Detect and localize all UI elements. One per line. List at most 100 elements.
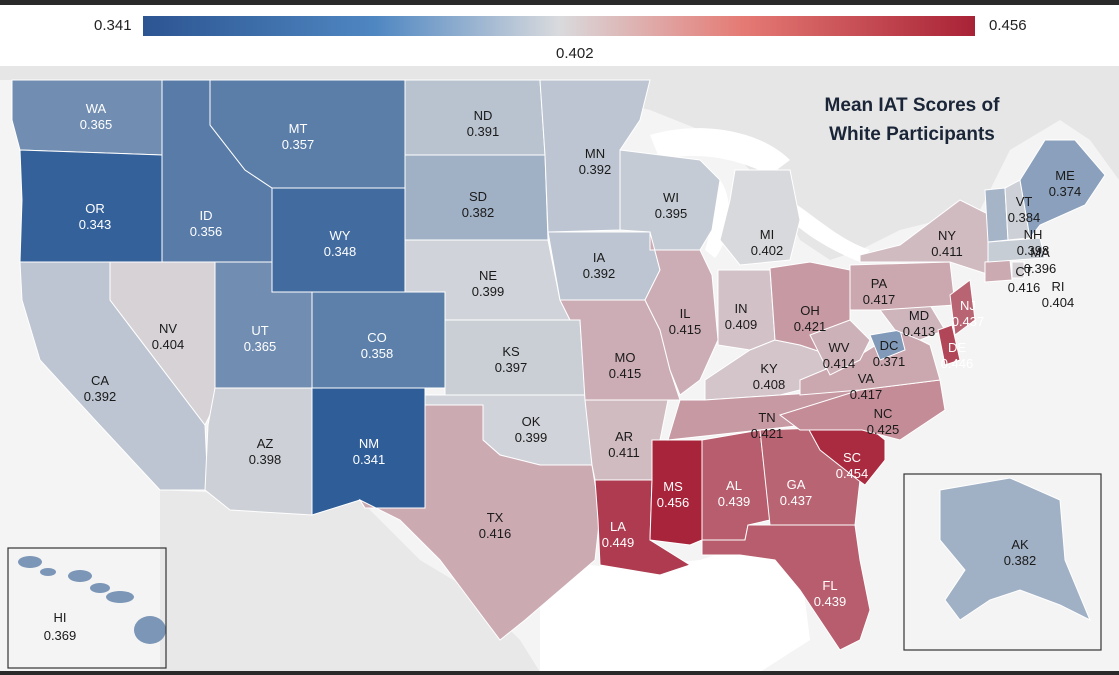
state-shape-WV [809, 319, 871, 376]
state-shape-MI [719, 169, 801, 266]
state-label-MI: MI [760, 227, 774, 242]
top-border [0, 0, 1119, 5]
state-label-SD: SD [469, 189, 487, 204]
lake-huron-erie [785, 200, 870, 262]
state-value-CO: 0.358 [361, 346, 394, 361]
state-shape-HI-island-2 [68, 570, 92, 582]
state-value-NM: 0.341 [353, 452, 386, 467]
state-label-MO: MO [615, 350, 636, 365]
state-value-HI: 0.369 [44, 628, 77, 643]
alaska-inset-frame [903, 473, 1102, 651]
state-label-NM: NM [359, 436, 379, 451]
state-label-MA: MA [1030, 245, 1050, 260]
state-label-CO: CO [367, 330, 387, 345]
state-value-IA: 0.392 [583, 266, 616, 281]
state-label-NV: NV [159, 321, 177, 336]
state-value-MS: 0.456 [657, 495, 690, 510]
bottom-border [0, 671, 1119, 675]
state-value-IL: 0.415 [669, 322, 702, 337]
state-label-WV: WV [829, 340, 850, 355]
state-label-AL: AL [726, 478, 742, 493]
state-label-TX: TX [487, 510, 504, 525]
state-label-DE: DE [948, 340, 966, 355]
state-label-NH: NH [1024, 227, 1043, 242]
state-value-MO: 0.415 [609, 366, 642, 381]
state-label-UT: UT [251, 323, 268, 338]
state-value-MI: 0.402 [751, 243, 784, 258]
state-value-ID: 0.356 [190, 224, 223, 239]
state-label-IA: IA [593, 250, 606, 265]
state-value-AK: 0.382 [1004, 553, 1037, 568]
state-value-WY: 0.348 [324, 244, 357, 259]
state-value-PA: 0.417 [863, 292, 896, 307]
state-value-NC: 0.425 [867, 422, 900, 437]
state-value-WA: 0.365 [80, 117, 113, 132]
state-label-AK: AK [1011, 537, 1029, 552]
state-label-LA: LA [610, 519, 626, 534]
state-value-MT: 0.357 [282, 137, 315, 152]
state-shape-HI-island-1 [40, 568, 56, 576]
state-shape-RI [1011, 261, 1025, 279]
state-value-IN: 0.409 [725, 317, 758, 332]
state-label-WA: WA [86, 101, 107, 116]
state-value-FL: 0.439 [814, 594, 847, 609]
state-shape-VT [984, 187, 1009, 243]
state-value-AL: 0.439 [718, 494, 751, 509]
state-value-OK: 0.399 [515, 430, 548, 445]
state-value-VA: 0.417 [850, 387, 883, 402]
lake-superior [650, 128, 790, 175]
state-label-IL: IL [680, 306, 691, 321]
state-label-NC: NC [874, 406, 893, 421]
state-label-DC: DC [880, 338, 899, 353]
state-value-LA: 0.449 [602, 535, 635, 550]
state-value-UT: 0.365 [244, 339, 277, 354]
state-value-CA: 0.392 [84, 389, 117, 404]
state-label-VT: VT [1016, 194, 1033, 209]
state-label-HI: HI [54, 610, 67, 625]
legend-mid-label: 0.402 [556, 45, 594, 62]
state-label-WI: WI [663, 190, 679, 205]
state-value-NE: 0.399 [472, 284, 505, 299]
state-value-TX: 0.416 [479, 526, 512, 541]
state-value-GA: 0.437 [780, 493, 813, 508]
state-shape-HI-island-4 [106, 591, 134, 603]
state-value-SD: 0.382 [462, 205, 495, 220]
state-value-AR: 0.411 [608, 445, 640, 460]
state-shape-IL [644, 231, 719, 396]
state-label-OH: OH [800, 303, 820, 318]
state-label-KS: KS [502, 344, 520, 359]
state-shape-HI-island-3 [90, 583, 110, 593]
state-value-WV: 0.414 [823, 356, 856, 371]
state-label-RI: RI [1052, 279, 1065, 294]
state-label-NE: NE [479, 268, 497, 283]
state-label-ID: ID [200, 208, 213, 223]
labels-layer: WA0.365OR0.343CA0.392ID0.356NV0.404MT0.3… [44, 101, 1082, 643]
state-label-SC: SC [843, 450, 861, 465]
state-shape-ME [1019, 139, 1106, 240]
state-shape-FL [701, 524, 871, 651]
state-label-GA: GA [787, 477, 806, 492]
state-label-AR: AR [615, 429, 633, 444]
state-shape-HI-island-0 [18, 556, 42, 568]
map-title-line-2: White Participants [829, 124, 995, 145]
state-value-CT: 0.416 [1008, 280, 1041, 295]
state-label-MN: MN [585, 146, 605, 161]
state-shape-DE [937, 324, 961, 366]
state-shape-AK [939, 477, 1091, 622]
state-label-MS: MS [663, 479, 683, 494]
state-label-TN: TN [758, 410, 775, 425]
state-label-KY: KY [760, 361, 778, 376]
state-label-MT: MT [289, 121, 308, 136]
state-value-KY: 0.408 [753, 377, 786, 392]
state-value-NH: 0.398 [1017, 243, 1050, 258]
mexico-land [160, 490, 540, 672]
state-shape-CT [984, 259, 1013, 283]
state-shape-NJ [949, 279, 976, 336]
state-shape-MA [987, 237, 1046, 263]
state-shape-HI-island-5 [134, 616, 166, 644]
state-label-AZ: AZ [257, 436, 274, 451]
state-label-ME: ME [1055, 168, 1075, 183]
state-value-ME: 0.374 [1049, 184, 1082, 199]
state-label-VA: VA [858, 371, 875, 386]
